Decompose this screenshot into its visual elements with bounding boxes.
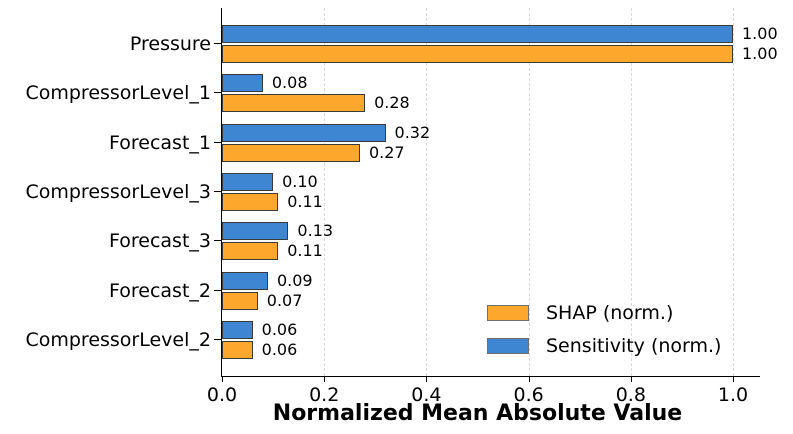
bar-value-label: 0.27 [368, 142, 405, 162]
y-tick-mark [214, 92, 222, 94]
bar-value-label: 0.28 [374, 93, 410, 113]
x-tick-label: 0.2 [309, 384, 340, 406]
y-tick-mark [214, 141, 222, 143]
grid-line [630, 8, 632, 376]
bar-sensitivity [222, 222, 289, 241]
x-tick-mark [324, 377, 326, 382]
bar-value-label: 0.07 [266, 290, 303, 310]
bar-value-label: 0.32 [394, 122, 431, 142]
bar-sensitivity [222, 25, 733, 43]
x-tick-mark [630, 377, 632, 382]
bar-value-label: 1.00 [742, 44, 778, 63]
x-tick-label: 0.6 [513, 384, 544, 406]
bar-shap [222, 94, 366, 113]
x-tick-label: 1.0 [717, 384, 749, 406]
category-label: Pressure [129, 33, 211, 55]
bar-value-label: 0.08 [271, 73, 308, 93]
grid-line [426, 8, 428, 376]
bar-sensitivity [222, 320, 253, 339]
bar-shap [222, 143, 360, 162]
x-tick-label: 0.8 [615, 384, 646, 406]
category-label: Forecast_3 [109, 230, 211, 253]
bar-shap [222, 291, 258, 310]
bar-value-label: 0.13 [297, 221, 334, 241]
bar-value-label: 1.00 [742, 24, 778, 43]
x-tick-label: 0.4 [411, 384, 442, 406]
category-label: Forecast_2 [109, 279, 211, 302]
grid-line [528, 8, 530, 376]
x-tick-label: 0.0 [206, 384, 238, 406]
legend-swatch-icon [487, 304, 529, 321]
legend-swatch-icon [487, 337, 529, 354]
bar-value-label: 0.10 [282, 171, 318, 191]
x-tick-mark [733, 377, 734, 382]
bar-sensitivity [222, 172, 274, 191]
category-label: CompressorLevel_2 [25, 328, 211, 351]
grid-line [324, 8, 326, 376]
category-label: CompressorLevel_3 [25, 180, 211, 203]
category-label: CompressorLevel_1 [25, 82, 211, 105]
legend-label: SHAP (norm.) [546, 301, 674, 324]
bar-sensitivity [222, 123, 386, 142]
y-tick-mark [214, 240, 222, 242]
bar-shap [222, 45, 733, 63]
legend-row: Sensitivity (norm.) [487, 333, 721, 358]
y-tick-mark [214, 289, 222, 291]
x-tick-mark [426, 377, 428, 382]
y-tick-mark [214, 190, 222, 192]
x-tick-mark [528, 377, 530, 382]
bar-value-label: 0.06 [261, 319, 298, 339]
y-tick-mark [214, 338, 222, 340]
y-axis-spine [221, 8, 222, 377]
legend: SHAP (norm.) Sensitivity (norm.) [487, 300, 721, 366]
bar-sensitivity [222, 74, 263, 93]
bar-value-label: 0.11 [287, 191, 323, 211]
bar-shap [222, 192, 279, 211]
bar-shap [222, 340, 253, 359]
grid-line [733, 8, 734, 376]
legend-row: SHAP (norm.) [487, 300, 721, 325]
bar-sensitivity [222, 271, 268, 290]
bar-value-label: 0.06 [261, 339, 298, 359]
bar-value-label: 0.11 [287, 241, 323, 261]
x-tick-mark [222, 377, 223, 382]
y-tick-mark [214, 43, 222, 44]
legend-label: Sensitivity (norm.) [546, 334, 722, 357]
category-label: Forecast_1 [109, 131, 211, 154]
x-axis-spine [221, 376, 760, 377]
bar-shap [222, 242, 279, 261]
x-axis-title: Normalized Mean Absolute Value [272, 401, 683, 426]
bar-value-label: 0.09 [276, 270, 313, 290]
